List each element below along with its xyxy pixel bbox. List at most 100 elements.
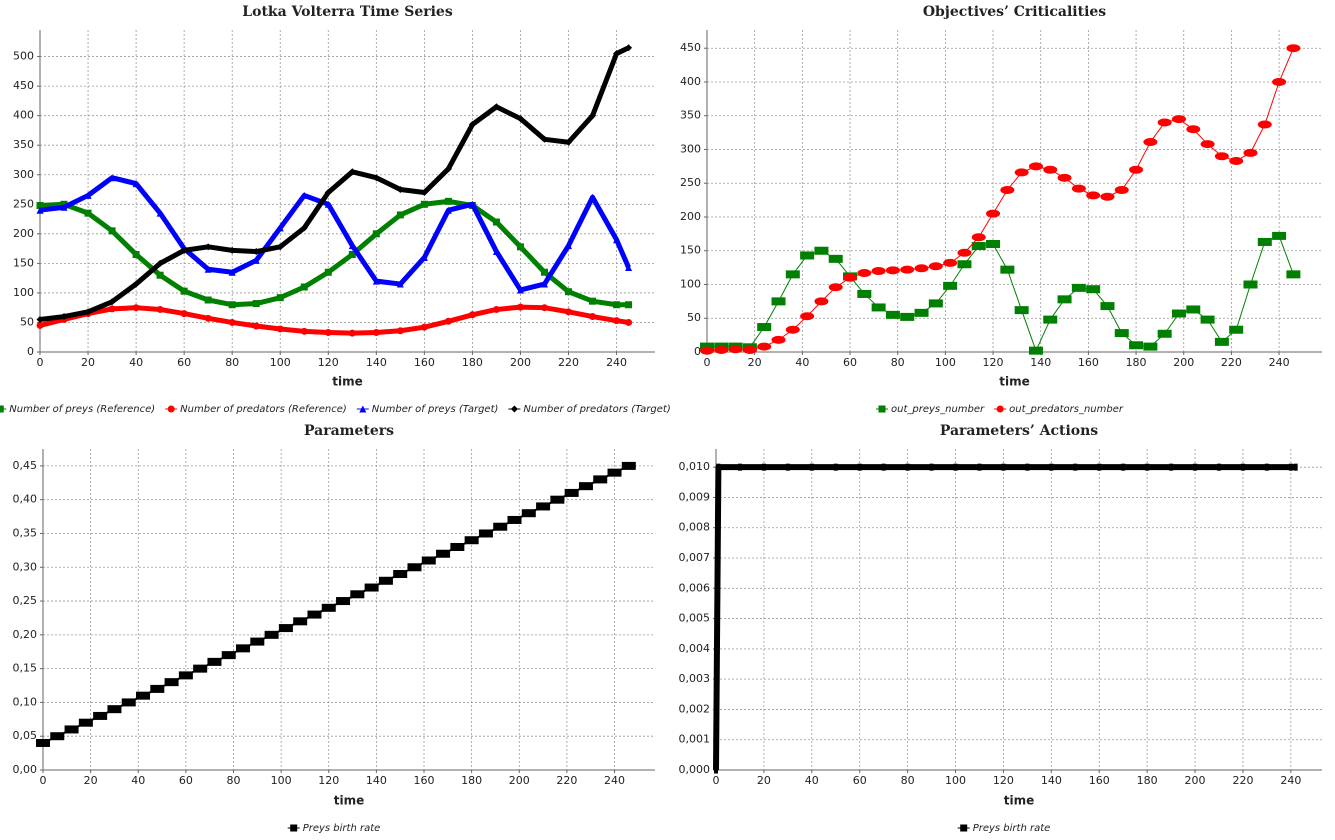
y-tick-label: 350 <box>680 109 701 122</box>
y-tick-label: 0 <box>694 345 701 358</box>
marker <box>957 248 972 257</box>
x-tick-label: 180 <box>1126 356 1147 369</box>
legend-label: Number of preys (Reference) <box>9 404 155 415</box>
marker <box>516 303 524 311</box>
marker <box>132 280 140 288</box>
marker <box>193 664 208 673</box>
marker <box>468 311 476 319</box>
marker <box>785 463 790 471</box>
marker <box>1028 346 1043 355</box>
marker <box>814 297 829 306</box>
marker <box>564 488 579 497</box>
y-tick-label: 0,000 <box>679 763 711 776</box>
marker <box>290 824 298 832</box>
legend-label: Number of predators (Reference) <box>180 404 347 415</box>
legend-label: Number of preys (Target) <box>372 404 499 415</box>
marker <box>589 193 597 201</box>
marker <box>444 317 452 325</box>
marker <box>107 705 122 714</box>
x-tick-label: 140 <box>1041 774 1062 787</box>
x-tick-label: 160 <box>414 356 435 369</box>
marker <box>450 542 465 551</box>
marker <box>996 405 1004 413</box>
marker <box>1001 463 1006 471</box>
marker <box>1086 191 1101 200</box>
marker <box>1286 44 1301 53</box>
legend-item: Number of preys (Reference) <box>0 404 155 415</box>
marker <box>364 583 379 592</box>
x-tick-label: 120 <box>983 356 1004 369</box>
marker <box>550 495 565 504</box>
marker <box>1264 463 1269 471</box>
marker <box>324 188 332 196</box>
marker <box>1171 309 1186 318</box>
x-tick-label: 140 <box>1030 356 1051 369</box>
marker <box>300 224 308 232</box>
marker <box>204 314 212 322</box>
marker <box>359 405 367 413</box>
y-tick-label: 0,007 <box>679 551 711 564</box>
marker <box>36 316 44 324</box>
x-tick-label: 0 <box>40 774 47 787</box>
x-axis-label: time <box>334 794 365 808</box>
x-tick-label: 240 <box>1269 356 1290 369</box>
marker <box>857 463 862 471</box>
x-tick-label: 160 <box>414 774 435 787</box>
legend: Number of preys (Reference) Number of pre… <box>0 404 671 415</box>
y-tick-label: 0,10 <box>13 695 38 708</box>
marker <box>493 522 508 531</box>
marker <box>971 242 986 251</box>
marker <box>393 570 408 579</box>
marker <box>1100 302 1115 311</box>
marker <box>960 824 968 832</box>
x-tick-label: 160 <box>1078 356 1099 369</box>
marker <box>1073 463 1078 471</box>
x-tick-label: 180 <box>461 774 482 787</box>
marker <box>1014 306 1029 315</box>
marker <box>250 637 265 646</box>
marker <box>492 305 500 313</box>
marker <box>871 266 886 275</box>
marker <box>164 678 179 687</box>
marker <box>521 509 536 518</box>
chart-panel: 0,000 0,001 0,002 0,003 0,004 0,005 0,006 0,007… <box>679 423 1322 834</box>
marker <box>1229 325 1244 334</box>
y-tick-label: 0,45 <box>13 459 38 472</box>
marker <box>516 115 524 123</box>
marker <box>1049 463 1054 471</box>
marker <box>516 243 524 251</box>
y-tick-label: 300 <box>13 168 34 181</box>
marker <box>986 209 1001 218</box>
y-tick-label: 100 <box>13 286 34 299</box>
marker <box>589 313 597 321</box>
marker <box>565 242 573 250</box>
chart-title: Parameters <box>304 423 394 439</box>
marker <box>1186 125 1201 134</box>
marker <box>516 286 524 294</box>
y-tick-label: 100 <box>680 277 701 290</box>
marker <box>420 188 428 196</box>
marker <box>132 180 140 188</box>
y-tick-label: 0,004 <box>679 642 711 655</box>
marker <box>565 308 573 316</box>
x-tick-label: 40 <box>805 774 819 787</box>
y-tick-label: 0 <box>27 345 34 358</box>
marker <box>228 318 236 326</box>
marker <box>276 243 284 251</box>
chart-title: Objectives’ Criticalities <box>923 4 1106 20</box>
marker <box>1286 270 1301 279</box>
x-tick-label: 80 <box>227 774 241 787</box>
marker <box>625 318 633 326</box>
marker <box>420 323 428 331</box>
series-line <box>706 48 1294 352</box>
legend-item: Preys birth rate <box>287 823 380 834</box>
marker <box>1214 152 1229 161</box>
x-tick-label: 120 <box>993 774 1014 787</box>
x-tick-label: 180 <box>462 356 483 369</box>
y-tick-label: 0,009 <box>679 490 711 503</box>
marker <box>1217 463 1222 471</box>
x-tick-label: 120 <box>318 774 339 787</box>
marker <box>761 463 766 471</box>
marker <box>1057 173 1072 182</box>
marker <box>1028 162 1043 171</box>
